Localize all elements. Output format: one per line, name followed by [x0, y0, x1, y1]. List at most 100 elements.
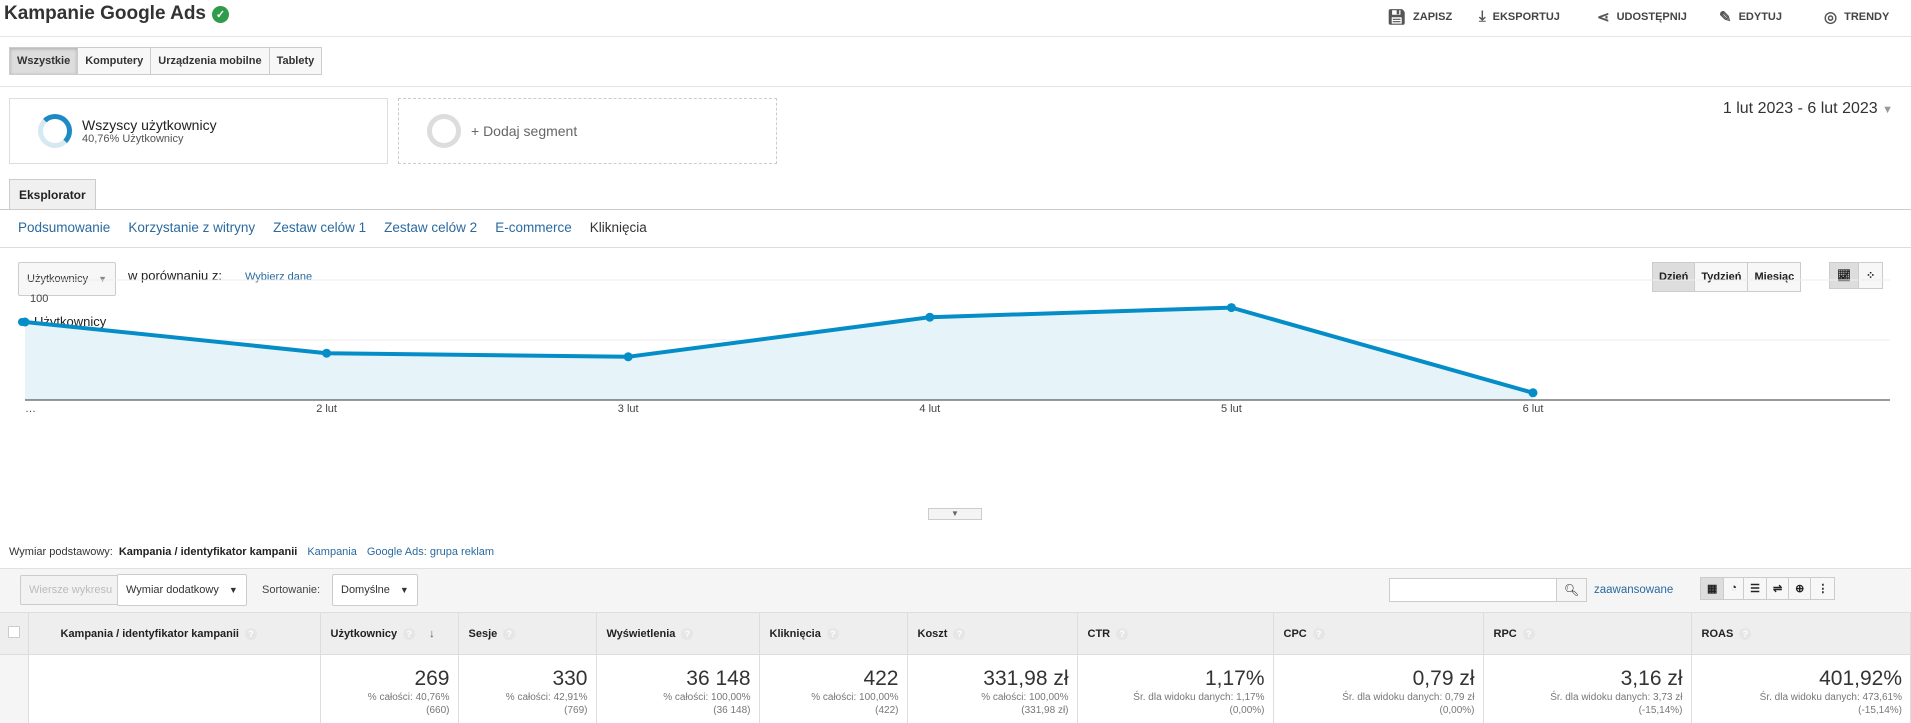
- x-tick-label: 3 lut: [618, 403, 639, 415]
- dimension-adgroup-link[interactable]: Google Ads: grupa reklam: [366, 546, 495, 558]
- search-icon[interactable]: 🔍︎: [1556, 578, 1587, 602]
- subtab-goals-2[interactable]: Zestaw celów 2: [384, 220, 478, 235]
- total-cell: 1,17% Śr. dla widoku danych: 1,17% (0,00%): [1077, 654, 1274, 723]
- total-sub2: (-15,14%): [1858, 705, 1902, 716]
- save-label: ZAPISZ: [1413, 11, 1453, 23]
- x-tick-label: 2 lut: [316, 403, 337, 415]
- select-all-checkbox[interactable]: [0, 612, 29, 655]
- sort-select[interactable]: Domyślne ▼: [332, 574, 418, 606]
- total-cell: 401,92% Śr. dla widoku danych: 473,61% (-1…: [1691, 654, 1911, 723]
- segment-name: Wszyscy użytkownicy: [82, 117, 217, 133]
- col-impressions[interactable]: Wyświetlenia?: [596, 612, 760, 655]
- segment-all-users[interactable]: Wszyscy użytkownicy 40,76% Użytkownicy: [9, 98, 388, 164]
- total-sub: Śr. dla widoku danych: 0,79 zł: [1342, 692, 1475, 703]
- total-sub2: (-15,14%): [1638, 705, 1683, 716]
- edit-label: EDYTUJ: [1738, 11, 1782, 23]
- motion-chart-icon[interactable]: ⁘: [1857, 262, 1884, 289]
- help-icon: ?: [953, 627, 966, 640]
- x-tick-label: 6 lut: [1523, 403, 1544, 415]
- add-segment-label: + Dodaj segment: [471, 123, 578, 139]
- col-ctr[interactable]: CTR?: [1077, 612, 1274, 655]
- table-header: Kampania / identyfikator kampanii? Użytk…: [0, 612, 1911, 655]
- pivot-view-icon[interactable]: ⋮: [1810, 577, 1836, 600]
- performance-view-icon[interactable]: ☰: [1743, 577, 1767, 600]
- metric-select[interactable]: Użytkownicy ▼: [18, 262, 117, 296]
- subtabs: Podsumowanie Korzystanie z witryny Zesta…: [18, 220, 647, 235]
- verified-check-icon: ✓: [212, 5, 229, 23]
- tab-desktop[interactable]: Komputery: [77, 47, 152, 75]
- col-label: Wyświetlenia: [606, 627, 676, 640]
- subtab-goals-1[interactable]: Zestaw celów 1: [273, 220, 367, 235]
- dimension-campaign-link[interactable]: Kampania: [307, 546, 357, 558]
- col-sessions[interactable]: Sesje?: [458, 612, 597, 655]
- data-point: [1528, 388, 1538, 398]
- table-search-input[interactable]: [1389, 578, 1587, 602]
- save-button[interactable]: 💾︎ ZAPISZ: [1387, 8, 1452, 26]
- empty-cell: [0, 654, 29, 723]
- series-area: [25, 307, 1533, 400]
- comparison-view-icon[interactable]: ⇌: [1765, 577, 1790, 600]
- view-type-buttons: ▦ ◔ ☰ ⇌ ⊕ ⋮: [1700, 577, 1836, 600]
- col-campaign[interactable]: Kampania / identyfikator kampanii?: [28, 612, 321, 655]
- total-sub: % całości: 100,00%: [811, 692, 899, 703]
- col-users[interactable]: Użytkownicy? ↓: [320, 612, 459, 655]
- tab-mobile[interactable]: Urządzenia mobilne: [150, 47, 270, 75]
- total-value: 269: [414, 667, 450, 690]
- col-label: CPC: [1283, 627, 1307, 640]
- secondary-label: Wymiar dodatkowy: [126, 584, 219, 596]
- segment-ring-icon: [38, 114, 72, 148]
- chevron-down-icon: ▼: [228, 585, 238, 595]
- subtab-ecommerce[interactable]: E-commerce: [495, 220, 572, 235]
- total-cell: 0,79 zł Śr. dla widoku danych: 0,79 zł (0,…: [1273, 654, 1484, 723]
- chart-collapse-handle[interactable]: ▼: [928, 508, 982, 520]
- table-toolbar: [0, 568, 1911, 612]
- col-label: Sesje: [468, 627, 498, 640]
- segment-bar: [0, 86, 1911, 176]
- plot-rows-button[interactable]: Wiersze wykresu: [20, 575, 122, 605]
- tab-all[interactable]: Wszystkie: [9, 47, 79, 75]
- save-icon: 💾︎: [1387, 9, 1407, 26]
- col-label: CTR: [1087, 627, 1111, 640]
- advanced-filter-link[interactable]: zaawansowane: [1594, 584, 1674, 596]
- term-cloud-icon[interactable]: ⊕: [1788, 577, 1812, 600]
- data-point: [322, 348, 332, 358]
- tab-explorer[interactable]: Eksplorator: [9, 179, 96, 210]
- chevron-down-icon: ▼: [399, 585, 409, 595]
- line-chart-icon[interactable]: 📈︎: [1829, 262, 1859, 289]
- segment-empty-icon: [427, 114, 461, 148]
- col-cpc[interactable]: CPC?: [1273, 612, 1484, 655]
- export-button[interactable]: ⤓ EKSPORTUJ: [1479, 8, 1560, 25]
- total-sub2: (422): [875, 705, 899, 716]
- compare-label: w porównaniu z:: [128, 268, 222, 283]
- date-range-picker[interactable]: 1 lut 2023 - 6 lut 2023 ▼: [1723, 100, 1893, 118]
- total-cell: 269 % całości: 40,76% (660): [320, 654, 459, 723]
- col-roas[interactable]: ROAS?: [1691, 612, 1911, 655]
- total-value: 0,79 zł: [1412, 667, 1475, 690]
- table-view-icon[interactable]: ▦: [1700, 577, 1725, 600]
- total-value: 401,92%: [1819, 667, 1902, 690]
- share-icon: ⋖: [1597, 9, 1610, 26]
- share-button[interactable]: ⋖ UDOSTĘPNIJ: [1597, 8, 1687, 26]
- export-label: EKSPORTUJ: [1492, 10, 1560, 23]
- page-title: Kampanie Google Ads ✓: [4, 3, 229, 25]
- pie-view-icon[interactable]: ◔: [1723, 577, 1745, 600]
- add-segment-button[interactable]: + Dodaj segment: [398, 98, 777, 164]
- secondary-dimension-select[interactable]: Wymiar dodatkowy ▼: [117, 574, 247, 606]
- subtab-site-usage[interactable]: Korzystanie z witryny: [128, 220, 256, 235]
- subtab-clicks[interactable]: Kliknięcia: [589, 220, 647, 235]
- col-cost[interactable]: Koszt?: [907, 612, 1078, 655]
- subtab-summary[interactable]: Podsumowanie: [18, 220, 111, 235]
- sort-label: Sortowanie:: [262, 584, 321, 596]
- trends-label: TRENDY: [1844, 11, 1890, 23]
- help-icon: ?: [403, 627, 416, 640]
- divider: [0, 247, 1911, 248]
- sort-value: Domyślne: [341, 584, 390, 596]
- tab-tablet[interactable]: Tablety: [268, 47, 323, 75]
- total-sub: % całości: 40,76%: [367, 692, 450, 703]
- chevron-down-icon: ▼: [1882, 104, 1893, 116]
- edit-button[interactable]: ✎ EDYTUJ: [1719, 8, 1782, 26]
- chevron-down-icon: ▼: [98, 274, 108, 284]
- col-rpc[interactable]: RPC?: [1483, 612, 1692, 655]
- trends-button[interactable]: ◎ TRENDY: [1824, 8, 1889, 26]
- col-clicks[interactable]: Kliknięcia?: [759, 612, 908, 655]
